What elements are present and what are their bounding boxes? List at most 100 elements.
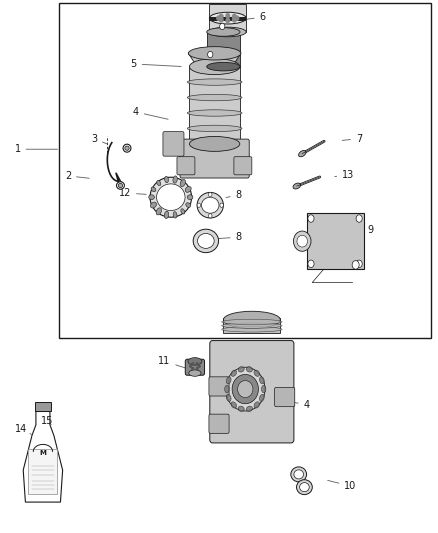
Ellipse shape: [157, 180, 161, 185]
Ellipse shape: [222, 323, 282, 328]
Circle shape: [208, 51, 213, 58]
Bar: [223, 318, 280, 333]
Ellipse shape: [297, 236, 307, 247]
Ellipse shape: [173, 212, 177, 218]
Ellipse shape: [293, 183, 300, 189]
Ellipse shape: [237, 381, 253, 398]
Text: 8: 8: [217, 232, 242, 242]
FancyBboxPatch shape: [177, 157, 195, 175]
Ellipse shape: [150, 202, 156, 208]
Ellipse shape: [231, 402, 237, 408]
Ellipse shape: [293, 231, 311, 252]
Circle shape: [192, 367, 194, 369]
Circle shape: [233, 14, 236, 19]
Circle shape: [226, 18, 230, 22]
Ellipse shape: [189, 136, 240, 151]
Circle shape: [208, 214, 212, 218]
Ellipse shape: [198, 233, 214, 248]
Circle shape: [198, 365, 200, 367]
Ellipse shape: [300, 483, 309, 491]
Circle shape: [219, 18, 223, 22]
Text: 10: 10: [328, 480, 357, 491]
Circle shape: [356, 215, 362, 222]
Circle shape: [196, 363, 198, 365]
Ellipse shape: [117, 182, 124, 189]
Ellipse shape: [226, 367, 265, 411]
Text: 4: 4: [133, 107, 168, 119]
Ellipse shape: [187, 79, 242, 85]
Ellipse shape: [259, 394, 264, 401]
Text: 14: 14: [15, 424, 32, 434]
Text: 7: 7: [342, 134, 362, 143]
Text: 12: 12: [119, 188, 146, 198]
FancyBboxPatch shape: [163, 132, 184, 156]
Circle shape: [352, 261, 359, 269]
FancyBboxPatch shape: [209, 414, 229, 433]
Ellipse shape: [207, 62, 240, 71]
Ellipse shape: [197, 192, 223, 218]
Ellipse shape: [189, 59, 240, 75]
FancyBboxPatch shape: [209, 377, 229, 396]
Ellipse shape: [118, 183, 123, 188]
Ellipse shape: [238, 406, 244, 411]
Ellipse shape: [238, 367, 244, 372]
Circle shape: [233, 18, 236, 22]
Ellipse shape: [294, 470, 304, 479]
Ellipse shape: [222, 319, 282, 325]
Circle shape: [196, 367, 198, 369]
Ellipse shape: [254, 370, 259, 376]
Ellipse shape: [231, 370, 237, 376]
Circle shape: [197, 203, 201, 207]
Text: 6: 6: [246, 12, 266, 22]
Polygon shape: [23, 411, 63, 502]
Ellipse shape: [123, 144, 131, 152]
Text: 2: 2: [65, 171, 89, 181]
Ellipse shape: [189, 370, 201, 376]
Bar: [209, 4, 246, 32]
Ellipse shape: [225, 385, 229, 393]
Ellipse shape: [207, 28, 240, 36]
Ellipse shape: [261, 385, 266, 393]
Ellipse shape: [188, 47, 241, 60]
Ellipse shape: [164, 211, 169, 219]
Ellipse shape: [259, 377, 264, 384]
Ellipse shape: [187, 110, 242, 116]
Text: 1: 1: [14, 144, 58, 154]
Ellipse shape: [180, 180, 186, 187]
Polygon shape: [188, 53, 241, 67]
Circle shape: [220, 203, 223, 207]
Circle shape: [219, 14, 223, 19]
Text: 5: 5: [131, 59, 181, 69]
Bar: [35, 402, 51, 411]
Text: 8: 8: [226, 190, 242, 199]
Bar: [307, 213, 364, 269]
Ellipse shape: [201, 197, 219, 213]
Ellipse shape: [246, 406, 252, 411]
Text: 11: 11: [158, 357, 186, 368]
Text: M: M: [39, 450, 46, 456]
Ellipse shape: [188, 358, 202, 365]
Circle shape: [235, 16, 239, 20]
Ellipse shape: [125, 146, 129, 150]
Circle shape: [208, 192, 212, 197]
Ellipse shape: [181, 209, 185, 214]
Ellipse shape: [150, 177, 192, 217]
Text: 4: 4: [290, 400, 310, 410]
Ellipse shape: [148, 195, 154, 200]
Ellipse shape: [299, 150, 306, 157]
Ellipse shape: [254, 402, 259, 408]
Ellipse shape: [226, 377, 231, 384]
Ellipse shape: [151, 187, 156, 192]
Text: 13: 13: [335, 170, 354, 180]
Bar: [209, 17, 246, 21]
Bar: [28, 449, 57, 494]
Ellipse shape: [291, 467, 307, 482]
Circle shape: [308, 260, 314, 268]
FancyBboxPatch shape: [185, 359, 205, 375]
Ellipse shape: [187, 195, 193, 200]
Ellipse shape: [209, 27, 246, 37]
Bar: [59, 3, 431, 338]
Text: 3: 3: [91, 134, 107, 144]
Circle shape: [192, 363, 194, 365]
Ellipse shape: [185, 187, 191, 192]
